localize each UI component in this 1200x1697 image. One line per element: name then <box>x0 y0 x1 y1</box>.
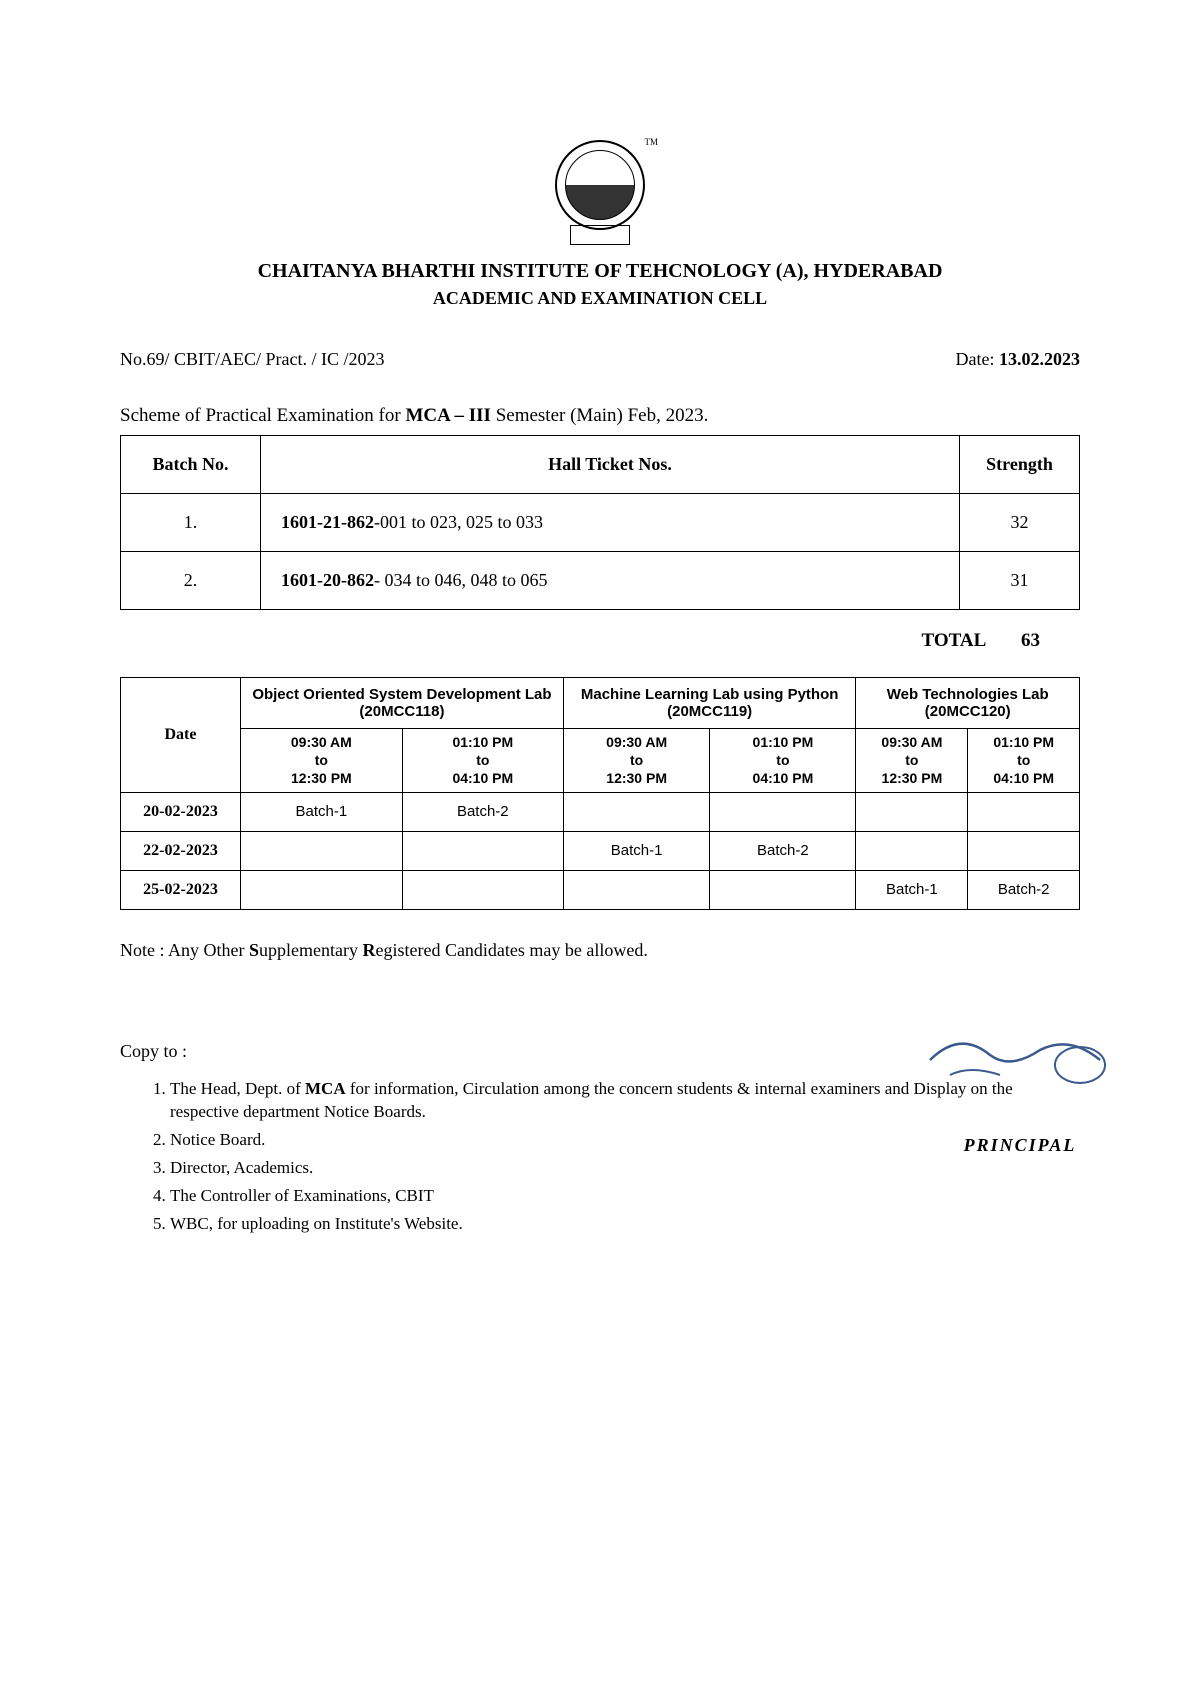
schedule-cell <box>710 870 856 909</box>
time-slot: 01:10 PMto04:10 PM <box>968 729 1080 793</box>
copy-item: The Controller of Examinations, CBIT <box>170 1184 1080 1208</box>
strength: 31 <box>960 552 1080 610</box>
schedule-cell <box>563 792 709 831</box>
time-slot: 01:10 PMto04:10 PM <box>402 729 563 793</box>
strength: 32 <box>960 494 1080 552</box>
schedule-cell <box>856 831 968 870</box>
copy-item: WBC, for uploading on Institute's Websit… <box>170 1212 1080 1236</box>
total-value: 63 <box>1021 630 1040 652</box>
institute-subtitle: ACADEMIC AND EXAMINATION CELL <box>120 288 1080 309</box>
lab-header-2: Machine Learning Lab using Python (20MCC… <box>563 678 856 729</box>
schedule-row: 22-02-2023 Batch-1 Batch-2 <box>121 831 1080 870</box>
batch-no: 1. <box>121 494 261 552</box>
time-slot: 09:30 AMto12:30 PM <box>241 729 403 793</box>
schedule-row: 25-02-2023 Batch-1 Batch-2 <box>121 870 1080 909</box>
schedule-table: Date Object Oriented System Development … <box>120 677 1080 910</box>
lab-header-3: Web Technologies Lab (20MCC120) <box>856 678 1080 729</box>
institute-title: CHAITANYA BHARTHI INSTITUTE OF TEHCNOLOG… <box>120 260 1080 283</box>
total-label: TOTAL <box>921 630 986 652</box>
schedule-cell <box>968 831 1080 870</box>
document-meta: No.69/ CBIT/AEC/ Pract. / IC /2023 Date:… <box>120 349 1080 370</box>
schedule-cell <box>968 792 1080 831</box>
schedule-cell <box>710 792 856 831</box>
institute-logo: TM <box>550 140 650 240</box>
time-slot: 09:30 AMto12:30 PM <box>856 729 968 793</box>
batch-row: 2. 1601-20-862- 034 to 046, 048 to 065 3… <box>121 552 1080 610</box>
schedule-cell: Batch-1 <box>241 792 403 831</box>
batch-header: Batch No. <box>121 436 261 494</box>
schedule-date: 25-02-2023 <box>121 870 241 909</box>
schedule-cell <box>402 870 563 909</box>
schedule-cell: Batch-1 <box>856 870 968 909</box>
reference-number: No.69/ CBIT/AEC/ Pract. / IC /2023 <box>120 349 385 370</box>
batch-table: Batch No. Hall Ticket Nos. Strength 1. 1… <box>120 435 1080 610</box>
strength-header: Strength <box>960 436 1080 494</box>
schedule-cell <box>563 870 709 909</box>
principal-label: PRINCIPAL <box>920 1135 1120 1156</box>
logo-container: TM <box>120 140 1080 240</box>
schedule-date: 20-02-2023 <box>121 792 241 831</box>
schedule-cell <box>241 870 403 909</box>
schedule-cell: Batch-2 <box>710 831 856 870</box>
logo-tm: TM <box>645 137 659 147</box>
schedule-cell <box>241 831 403 870</box>
batch-no: 2. <box>121 552 261 610</box>
hall-tickets: 1601-21-862-001 to 023, 025 to 033 <box>261 494 960 552</box>
document-date: Date: 13.02.2023 <box>956 349 1080 370</box>
note-text: Note : Any Other Supplementary Registere… <box>120 940 1080 961</box>
schedule-cell <box>402 831 563 870</box>
lab-header-1: Object Oriented System Development Lab (… <box>241 678 564 729</box>
tickets-header: Hall Ticket Nos. <box>261 436 960 494</box>
batch-row: 1. 1601-21-862-001 to 023, 025 to 033 32 <box>121 494 1080 552</box>
hall-tickets: 1601-20-862- 034 to 046, 048 to 065 <box>261 552 960 610</box>
signature-icon <box>920 1020 1120 1100</box>
schedule-row: 20-02-2023 Batch-1 Batch-2 <box>121 792 1080 831</box>
schedule-cell: Batch-2 <box>402 792 563 831</box>
copy-item: Director, Academics. <box>170 1156 1080 1180</box>
date-header: Date <box>121 678 241 793</box>
schedule-cell <box>856 792 968 831</box>
scheme-title: Scheme of Practical Examination for MCA … <box>120 405 1080 427</box>
time-slot: 01:10 PMto04:10 PM <box>710 729 856 793</box>
time-slot: 09:30 AMto12:30 PM <box>563 729 709 793</box>
schedule-cell: Batch-2 <box>968 870 1080 909</box>
total-line: TOTAL 63 <box>120 630 1080 652</box>
schedule-date: 22-02-2023 <box>121 831 241 870</box>
schedule-cell: Batch-1 <box>563 831 709 870</box>
principal-signature-area: PRINCIPAL <box>920 1020 1120 1156</box>
